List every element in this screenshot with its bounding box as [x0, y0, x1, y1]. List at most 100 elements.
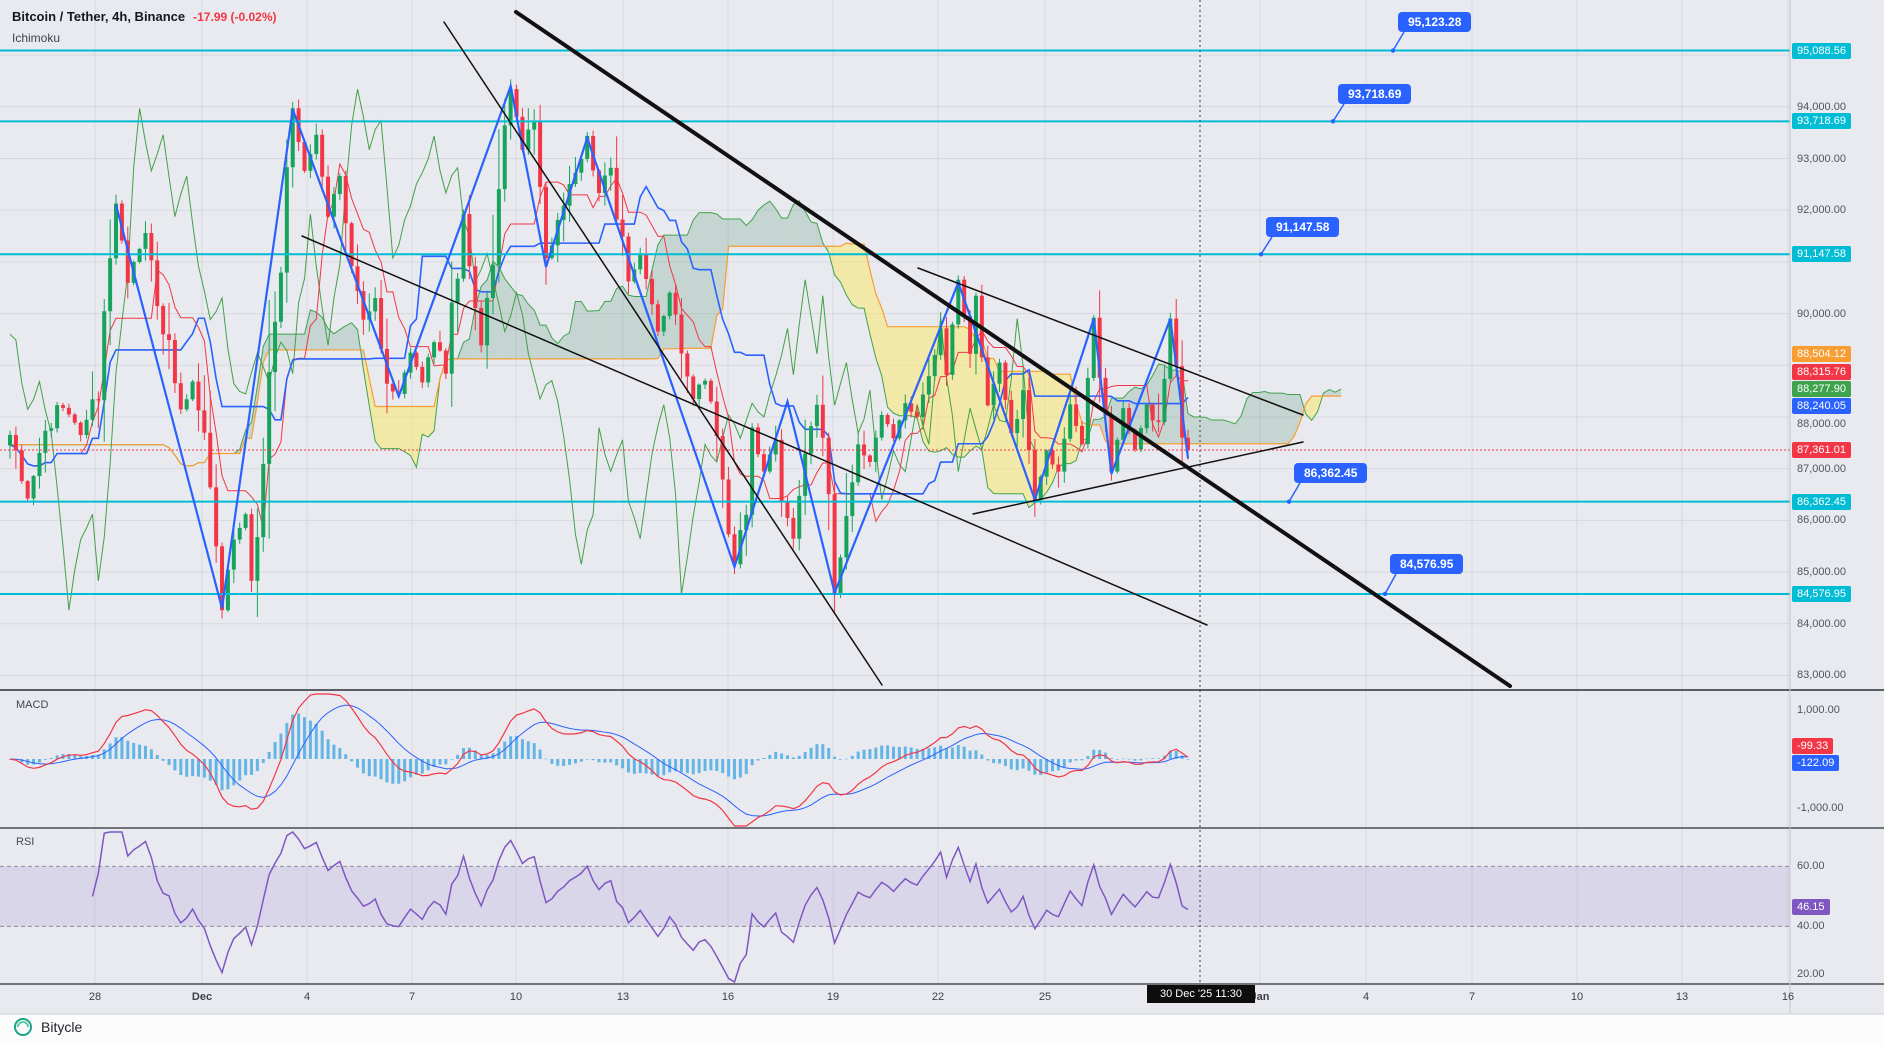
candle: [1132, 429, 1137, 450]
candle: [726, 479, 731, 535]
candle: [373, 298, 378, 312]
candle: [326, 176, 331, 217]
candle: [655, 304, 660, 332]
price-callout-flag[interactable]: 95,123.28: [1398, 12, 1472, 32]
candle: [114, 203, 119, 259]
price-axis-label: 84,576.95: [1792, 586, 1851, 602]
price-axis-label: 1,000.00: [1797, 704, 1840, 716]
candle: [208, 432, 213, 488]
time-axis-tick: Dec: [191, 991, 213, 1003]
candle: [697, 384, 702, 400]
candle: [614, 167, 619, 220]
candle: [78, 422, 83, 436]
indicator-name-rsi[interactable]: RSI: [16, 836, 35, 848]
indicator-name-macd[interactable]: MACD: [16, 699, 49, 711]
price-axis-label: 91,147.58: [1792, 246, 1851, 262]
candle: [8, 434, 12, 446]
candle: [750, 427, 755, 515]
candle: [155, 260, 160, 306]
price-axis-label: 94,000.00: [1797, 101, 1846, 113]
candlestick-series[interactable]: [8, 79, 1190, 619]
candle: [956, 279, 961, 325]
price-axis-label: -122.09: [1792, 755, 1840, 771]
candle: [814, 404, 819, 427]
time-axis-tick: 7: [1468, 991, 1476, 1003]
candle: [685, 353, 690, 377]
candle: [426, 357, 431, 383]
candle: [496, 189, 501, 265]
candle: [61, 405, 66, 408]
candle: [1003, 362, 1008, 400]
candle: [402, 372, 407, 394]
trendline-drawing[interactable]: [301, 235, 1208, 626]
price-axis-label: 92,000.00: [1797, 204, 1846, 216]
trendline-drawing[interactable]: [917, 267, 1304, 416]
candle: [879, 415, 884, 438]
candle: [290, 108, 295, 168]
candle: [1127, 408, 1132, 430]
candle: [667, 292, 672, 317]
time-axis-tick: 25: [1038, 991, 1052, 1003]
candle: [396, 391, 401, 394]
time-axis-tick: Jan: [1250, 991, 1270, 1003]
price-axis-label: 88,315.76: [1792, 364, 1851, 380]
candle: [390, 383, 395, 392]
candle: [579, 158, 584, 173]
candle: [284, 167, 289, 273]
candle: [867, 455, 872, 462]
candle: [25, 481, 30, 499]
candle: [225, 569, 230, 611]
indicator-name-ichimoku[interactable]: Ichimoku: [12, 31, 61, 45]
candle: [273, 321, 278, 373]
candle: [1009, 399, 1014, 434]
candle: [467, 214, 472, 267]
candle: [349, 223, 354, 267]
price-axis-label: 83,000.00: [1797, 669, 1846, 681]
candle: [1050, 450, 1055, 465]
candle: [119, 203, 124, 241]
price-axis-label: 86,362.45: [1792, 494, 1851, 510]
candle: [337, 176, 342, 195]
candle: [950, 324, 955, 375]
price-axis-label: 95,088.56: [1792, 43, 1851, 59]
crosshair-time-badge: 30 Dec '25 11:30: [1147, 985, 1255, 1003]
candle: [261, 463, 266, 538]
trendline-drawing[interactable]: [443, 21, 883, 686]
candle: [361, 291, 366, 320]
candle: [997, 362, 1002, 384]
candle: [167, 334, 172, 340]
candle: [37, 452, 42, 477]
trendline-drawing[interactable]: [514, 10, 1512, 688]
time-axis-tick: 13: [1675, 991, 1689, 1003]
candle: [608, 167, 613, 176]
price-callout-flag[interactable]: 93,718.69: [1338, 84, 1412, 104]
candle: [485, 297, 490, 346]
candle: [1015, 419, 1020, 434]
time-axis-tick: 4: [1362, 991, 1370, 1003]
price-callout-flag[interactable]: 84,576.95: [1390, 554, 1464, 574]
candle: [985, 357, 990, 406]
candle: [543, 186, 548, 258]
candle: [585, 135, 590, 159]
rsi-band: [0, 866, 1790, 927]
price-callout-flag[interactable]: 86,362.45: [1294, 463, 1368, 483]
candle: [13, 434, 18, 451]
time-axis-tick: 28: [88, 991, 102, 1003]
zigzag-drawing[interactable]: [114, 82, 1190, 609]
brand-footer: Bitycle: [12, 1016, 82, 1038]
candle: [844, 515, 849, 558]
candle: [49, 428, 54, 431]
candle: [1168, 318, 1173, 379]
price-axis-label: 84,000.00: [1797, 618, 1846, 630]
candle: [420, 366, 425, 383]
candle: [443, 350, 448, 374]
candle: [473, 266, 478, 308]
candle: [1162, 378, 1167, 422]
trendline-drawing[interactable]: [972, 441, 1304, 515]
candle: [72, 414, 77, 423]
price-axis-label: 40.00: [1797, 920, 1825, 932]
candle: [1091, 317, 1096, 378]
price-callout-flag[interactable]: 91,147.58: [1266, 217, 1340, 237]
candle: [767, 454, 772, 472]
